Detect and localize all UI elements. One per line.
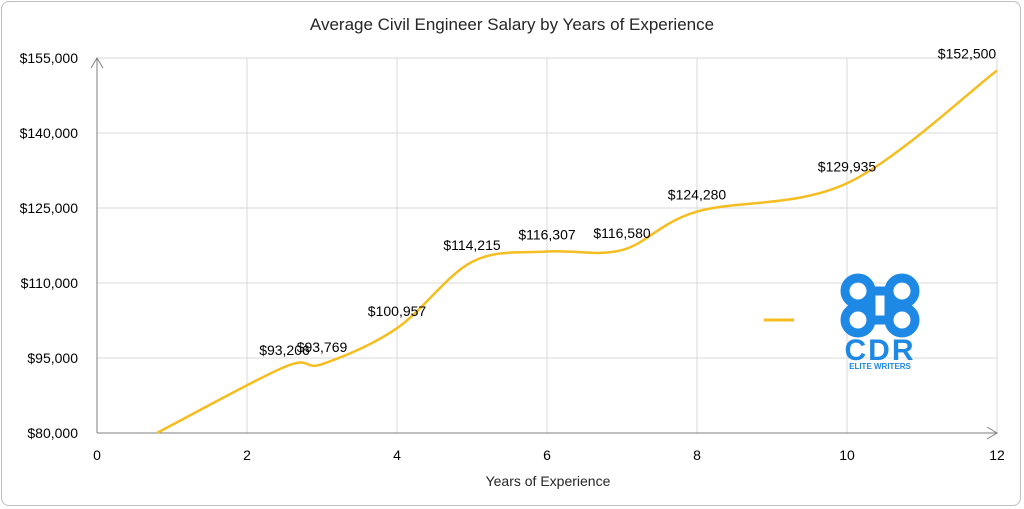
y-tick-label: $140,000 — [20, 125, 79, 141]
y-tick-label: $125,000 — [20, 200, 79, 216]
x-tick-label: 4 — [393, 447, 401, 463]
y-tick-label: $80,000 — [27, 425, 78, 441]
chart-title: Average Civil Engineer Salary by Years o… — [310, 15, 714, 34]
data-labels: $93,206$93,769 $100,957 $114,215 $116,307 $1… — [259, 46, 996, 358]
cdr-logo: CDR ELITE WRITERS — [840, 273, 920, 371]
data-label: $116,307 — [518, 226, 576, 242]
data-label: $124,280 — [668, 187, 727, 203]
data-label: $93,206 — [259, 342, 310, 358]
x-tick-label: 10 — [839, 447, 855, 463]
command-key-icon — [840, 273, 920, 338]
x-tick-label: 12 — [989, 447, 1005, 463]
data-label: $114,215 — [443, 237, 501, 253]
y-tick-label: $155,000 — [20, 50, 79, 66]
axes — [90, 57, 998, 440]
x-axis-arrow — [986, 426, 998, 440]
series-group — [156, 69, 998, 435]
x-tick-label: 0 — [93, 447, 101, 463]
x-tick-label: 6 — [543, 447, 551, 463]
x-tick-label: 2 — [243, 447, 251, 463]
y-tick-labels: $80,000 $95,000 $110,000 $125,000 $140,000 $1… — [20, 50, 79, 441]
series-line — [156, 69, 998, 435]
x-axis-title: Years of Experience — [486, 473, 611, 489]
x-tick-labels: 0 2 4 6 8 10 12 — [93, 447, 1005, 463]
y-axis-arrow — [90, 57, 104, 69]
data-label: $116,580 — [593, 225, 651, 241]
y-tick-label: $95,000 — [27, 350, 78, 366]
data-label: $100,957 — [368, 303, 427, 319]
data-label: $152,500 — [938, 46, 997, 62]
data-label: $129,935 — [818, 158, 877, 174]
x-tick-label: 8 — [693, 447, 701, 463]
logo-brand: CDR — [845, 334, 916, 367]
logo-tagline: ELITE WRITERS — [849, 362, 911, 371]
data-label: $93,769 — [297, 339, 348, 355]
y-tick-label: $110,000 — [21, 275, 79, 291]
gridlines — [97, 57, 998, 433]
